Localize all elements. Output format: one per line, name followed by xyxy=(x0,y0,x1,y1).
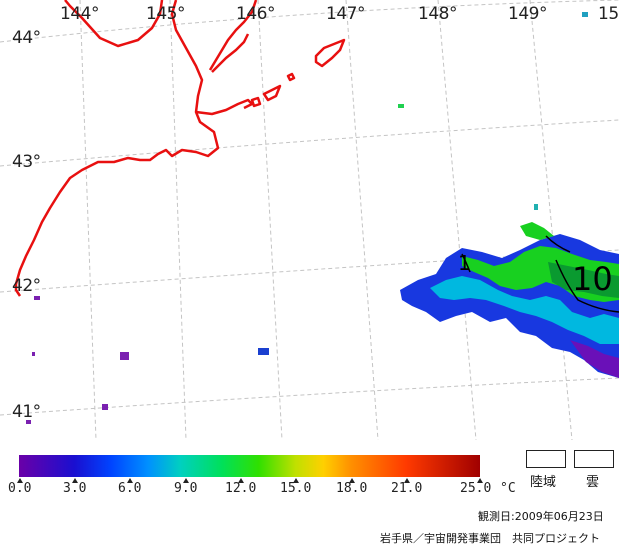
lon-label-146: 146° xyxy=(236,4,275,24)
lat-label-42: 42° xyxy=(12,276,41,296)
colorbar-tick-21 xyxy=(404,478,410,483)
sst-speck-1 xyxy=(398,104,404,108)
meridian-145 xyxy=(169,0,187,440)
lon-label-150: 15 xyxy=(598,4,619,24)
sst-map: 1 10 xyxy=(0,0,619,440)
colorbar-label-6: 6.0 xyxy=(118,481,142,496)
isotherm-label-1: 1 xyxy=(458,251,471,275)
isotherms xyxy=(461,235,619,313)
colorbar-tick-25 xyxy=(477,478,483,483)
credit-line: 岩手県／宇宙開発事業団 共同プロジェクト xyxy=(380,532,600,545)
isotherm-11 xyxy=(461,253,471,273)
colorbar-unit: °C xyxy=(500,481,516,496)
colorbar-tick-18 xyxy=(349,478,355,483)
meridian-148 xyxy=(437,0,477,440)
sst-speck-9 xyxy=(32,352,35,356)
isotherm-label-10: 10 xyxy=(572,260,613,298)
sst-patch-purple xyxy=(570,340,619,378)
colorbar-label-12: 12.0 xyxy=(225,481,257,496)
sst-speck-4 xyxy=(258,348,269,355)
sst-speck-3 xyxy=(582,12,588,17)
sst-speck-8 xyxy=(26,420,31,424)
lat-label-41: 41° xyxy=(12,402,41,422)
lon-label-147: 147° xyxy=(326,4,365,24)
lon-label-149: 149° xyxy=(508,4,547,24)
kunashiri-island xyxy=(208,0,258,71)
colorbar-tick-6 xyxy=(127,478,133,483)
observation-date: 観測日:2009年06月23日 xyxy=(478,510,604,523)
colorbar-label-18: 18.0 xyxy=(336,481,368,496)
colorbar-tick-9 xyxy=(183,478,189,483)
parallel-44 xyxy=(0,0,619,43)
kunashiri-south xyxy=(211,33,250,73)
graticule xyxy=(0,0,619,440)
meridian-147 xyxy=(345,0,379,440)
sst-patch-darkgreen xyxy=(548,262,619,298)
meridian-144 xyxy=(79,0,97,440)
shiretoko-peninsula xyxy=(14,0,220,297)
sst-patch-cyan xyxy=(430,276,619,344)
colorbar-label-0: 0.0 xyxy=(8,481,32,496)
hokkaido-coast-north xyxy=(64,0,164,48)
land-legend-swatch xyxy=(526,450,566,468)
colorbar-tick-12 xyxy=(238,478,244,483)
lat-label-43: 43° xyxy=(12,152,41,172)
sst-speck-6 xyxy=(34,296,40,300)
lon-label-145: 145° xyxy=(146,4,185,24)
colorbar-tick-3 xyxy=(72,478,78,483)
meridian-146 xyxy=(257,0,283,440)
cloud-legend-label: 雲 xyxy=(586,475,600,490)
habomai-islets-1 xyxy=(262,84,282,102)
cloud-legend-swatch xyxy=(574,450,614,468)
land-legend-label: 陸域 xyxy=(530,475,557,490)
isotherm-10b xyxy=(545,235,571,253)
small-islet xyxy=(286,72,296,82)
colorbar-label-25: 25.0 xyxy=(460,481,492,496)
lat-label-44: 44° xyxy=(12,28,41,48)
nemuro-coast xyxy=(195,98,254,116)
colorbar-label-21: 21.0 xyxy=(391,481,423,496)
sst-field xyxy=(26,12,619,424)
sst-speck-5 xyxy=(120,352,129,360)
coastline xyxy=(14,0,346,297)
shikotan-island xyxy=(314,38,346,68)
sst-patch-north xyxy=(520,222,554,240)
sst-speck-2 xyxy=(534,204,538,210)
colorbar-tick-0 xyxy=(17,478,23,483)
sst-speck-7 xyxy=(102,404,108,410)
habomai-islets-2 xyxy=(250,96,262,108)
lon-label-148: 148° xyxy=(418,4,457,24)
parallel-41 xyxy=(0,377,619,416)
colorbar-label-15: 15.0 xyxy=(280,481,312,496)
meridian-149 xyxy=(529,0,573,440)
colorbar-tick-15 xyxy=(293,478,299,483)
colorbar-label-9: 9.0 xyxy=(174,481,198,496)
isotherm-10 xyxy=(555,259,619,313)
parallel-43 xyxy=(0,119,619,167)
colorbar-label-3: 3.0 xyxy=(63,481,87,496)
lon-label-144: 144° xyxy=(60,4,99,24)
temperature-colorbar xyxy=(19,455,480,477)
